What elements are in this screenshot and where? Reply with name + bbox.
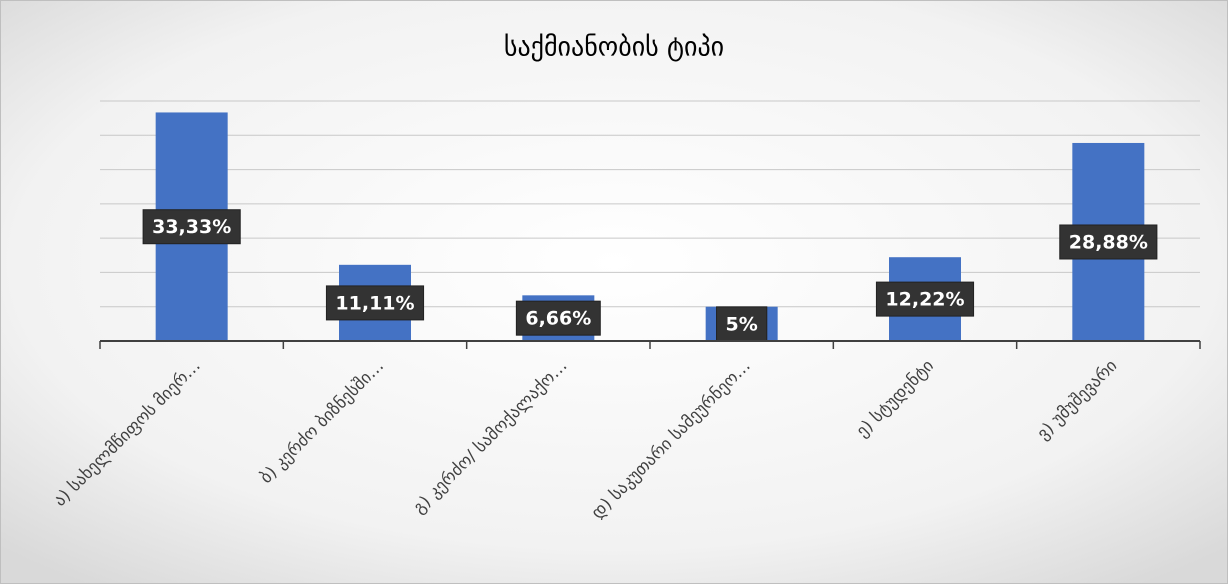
data-label-box bbox=[875, 281, 975, 317]
data-label-text: 5% bbox=[726, 313, 758, 335]
data-label: 11,11% bbox=[325, 285, 425, 321]
data-label: 33,33% bbox=[142, 209, 241, 245]
data-label-text: 11,11% bbox=[335, 292, 414, 314]
data-label-box bbox=[515, 300, 601, 336]
data-label: 5% bbox=[716, 306, 768, 342]
data-label-text: 28,88% bbox=[1069, 231, 1148, 253]
data-label: 6,66% bbox=[515, 300, 601, 336]
data-label-box bbox=[1059, 224, 1158, 260]
data-label-box bbox=[325, 285, 425, 321]
data-label-text: 33,33% bbox=[152, 216, 231, 238]
data-label: 28,88% bbox=[1059, 224, 1158, 260]
data-label-text: 6,66% bbox=[525, 308, 591, 330]
chart-title: საქმიანობის ტიპი bbox=[504, 33, 724, 63]
data-label-text: 12,22% bbox=[885, 289, 964, 311]
data-label-box bbox=[142, 209, 241, 245]
data-label: 12,22% bbox=[875, 281, 975, 317]
